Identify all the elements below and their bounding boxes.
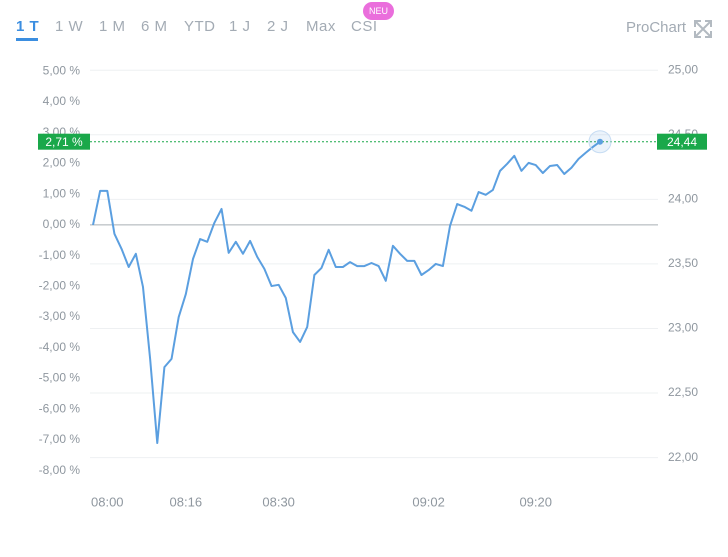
last-value-label: 2,71 %: [45, 135, 83, 149]
y-tick-label: -7,00 %: [39, 432, 81, 446]
active-tab-underline: [16, 38, 38, 41]
y2-tick-label: 22,50: [668, 385, 698, 399]
prochart[interactable]: ProChart: [626, 19, 687, 36]
y-tick-label: 2,00 %: [43, 156, 81, 170]
tab[interactable]: 6 M: [141, 18, 168, 35]
y-tick-label: -5,00 %: [39, 371, 81, 385]
y2-tick-label: 22,00: [668, 450, 698, 464]
tab[interactable]: YTD: [184, 18, 216, 35]
price-line: [92, 140, 601, 444]
tab[interactable]: CSI: [351, 18, 378, 35]
tab[interactable]: 1 W: [55, 18, 84, 35]
x-tick-label: 09:02: [412, 494, 445, 509]
tab[interactable]: 1 M: [99, 18, 126, 35]
y-tick-label: 0,00 %: [43, 217, 81, 231]
last-value-box: [38, 133, 90, 150]
tab[interactable]: 2 J: [267, 18, 289, 35]
y-tick-label: -3,00 %: [39, 309, 81, 323]
y-tick-label: -8,00 %: [39, 463, 81, 477]
y-tick-label: 5,00 %: [43, 64, 81, 78]
tab[interactable]: 1 J: [229, 18, 251, 35]
last-price-box: [657, 133, 707, 150]
x-tick-label: 08:00: [91, 494, 124, 509]
last-point: [597, 138, 603, 145]
y2-tick-label: 25,00: [668, 62, 698, 76]
badge-bg: [363, 2, 394, 20]
tab[interactable]: Max: [306, 18, 336, 35]
y-tick-label: -2,00 %: [39, 279, 81, 293]
y2-tick-label: 24,00: [668, 192, 698, 206]
y-tick-label: -6,00 %: [39, 401, 81, 415]
y2-tick-label: 23,50: [668, 256, 698, 270]
expand-icon[interactable]: [694, 20, 712, 38]
x-tick-label: 09:20: [519, 494, 552, 509]
x-tick-label: 08:16: [170, 494, 203, 509]
y-tick-label: -1,00 %: [39, 248, 81, 262]
tab[interactable]: 1 T: [16, 18, 39, 35]
y-tick-label: -4,00 %: [39, 340, 81, 354]
y-tick-label: 1,00 %: [43, 186, 81, 200]
y2-tick-label: 23,00: [668, 321, 698, 335]
y-tick-label: 4,00 %: [43, 94, 81, 108]
last-price-label: 24,44: [667, 135, 697, 149]
badge: NEU: [369, 6, 388, 16]
x-tick-label: 08:30: [262, 494, 295, 509]
